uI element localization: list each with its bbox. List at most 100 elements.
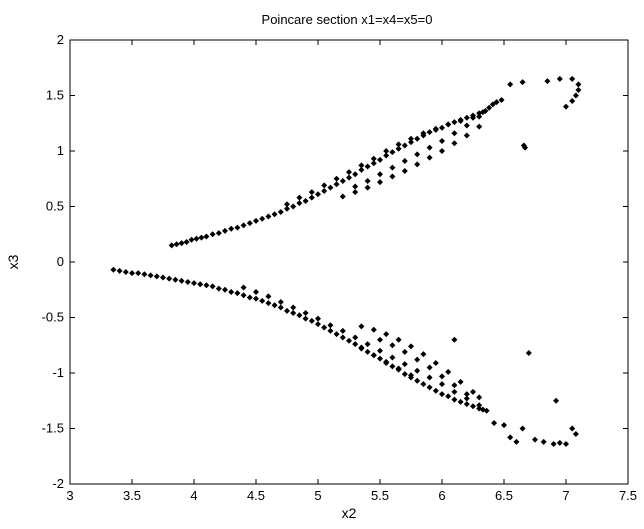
data-point — [532, 436, 538, 443]
data-point — [271, 302, 278, 309]
data-point — [470, 403, 476, 410]
data-point — [470, 114, 476, 121]
data-point — [451, 382, 458, 389]
data-point — [401, 361, 408, 368]
data-point — [463, 391, 470, 398]
data-point — [346, 174, 352, 181]
data-point — [184, 278, 191, 285]
data-point — [228, 288, 235, 295]
data-point — [198, 234, 205, 241]
y-tick-label: -0.5 — [42, 310, 64, 325]
data-point — [296, 194, 303, 201]
data-point — [377, 156, 383, 163]
data-point — [327, 184, 334, 191]
data-point — [501, 422, 507, 429]
data-point — [482, 108, 489, 115]
data-point — [122, 268, 129, 275]
x-tick-label: 7.5 — [619, 488, 637, 503]
data-point — [457, 378, 464, 385]
data-point — [463, 401, 470, 408]
data-point — [414, 151, 421, 158]
data-point — [451, 396, 458, 403]
data-point — [358, 162, 365, 169]
data-point — [290, 310, 297, 317]
data-point — [377, 355, 383, 362]
data-point — [246, 220, 253, 227]
data-point — [575, 86, 582, 93]
data-point — [483, 407, 490, 414]
data-point — [377, 336, 383, 343]
y-tick-label: -1.5 — [42, 421, 64, 436]
data-point — [445, 393, 452, 400]
data-point — [228, 225, 235, 232]
data-point — [540, 438, 547, 445]
data-point — [234, 290, 241, 297]
y-axis-label: x3 — [5, 254, 21, 269]
data-point — [246, 294, 253, 301]
data-point — [240, 284, 247, 291]
data-point — [203, 282, 210, 289]
data-point — [470, 388, 476, 395]
data-point — [569, 75, 576, 82]
data-point — [451, 119, 458, 126]
data-point — [193, 235, 200, 242]
data-point — [486, 104, 493, 111]
data-point — [439, 124, 445, 131]
data-point — [383, 148, 390, 154]
data-point — [408, 135, 414, 142]
x-tick-label: 5 — [314, 488, 321, 503]
data-point — [414, 356, 421, 363]
y-axis: 2 1.5 1 0.5 0 -0.5 -1 -1.5 -2 — [42, 32, 628, 491]
data-point — [333, 331, 340, 338]
data-point — [188, 236, 195, 243]
data-point — [569, 425, 576, 432]
data-point — [352, 183, 359, 190]
data-point — [553, 397, 560, 404]
data-point — [160, 274, 166, 281]
data-point — [563, 103, 569, 110]
data-point — [308, 189, 315, 196]
data-point — [302, 197, 309, 204]
data-point — [408, 343, 414, 350]
data-point — [315, 191, 321, 198]
data-point — [507, 434, 514, 441]
data-point — [172, 276, 179, 283]
data-point — [370, 352, 377, 359]
data-point — [439, 391, 445, 398]
data-point — [308, 317, 315, 324]
data-point — [222, 227, 228, 234]
x-tick-label: 3 — [66, 488, 73, 503]
data-point — [401, 371, 408, 378]
data-point — [426, 154, 433, 161]
data-point — [507, 81, 514, 88]
data-point — [383, 358, 390, 365]
data-point — [352, 334, 359, 341]
y-tick-label: 1 — [57, 143, 64, 158]
chart-title: Poincare section x1=x4=x5=0 — [262, 12, 433, 27]
data-point — [339, 327, 346, 334]
data-point — [197, 281, 204, 288]
data-point — [426, 144, 433, 151]
data-point — [253, 217, 259, 224]
data-point — [432, 360, 439, 367]
x-tick-label: 4 — [190, 488, 197, 503]
data-point — [141, 271, 148, 278]
data-point — [203, 233, 210, 240]
data-point — [426, 384, 433, 391]
data-point — [556, 439, 563, 446]
data-point — [556, 75, 563, 82]
data-point — [451, 336, 458, 343]
data-point — [222, 286, 228, 293]
data-point — [290, 203, 297, 210]
data-point — [401, 142, 408, 149]
y-tick-label: 2 — [57, 32, 64, 47]
data-point — [346, 337, 352, 344]
data-point — [333, 175, 340, 182]
data-point — [550, 441, 557, 448]
data-point — [339, 334, 346, 341]
data-point — [389, 363, 396, 370]
data-point — [476, 394, 483, 401]
data-point — [563, 441, 569, 448]
data-point — [370, 326, 377, 333]
data-point — [277, 304, 284, 311]
